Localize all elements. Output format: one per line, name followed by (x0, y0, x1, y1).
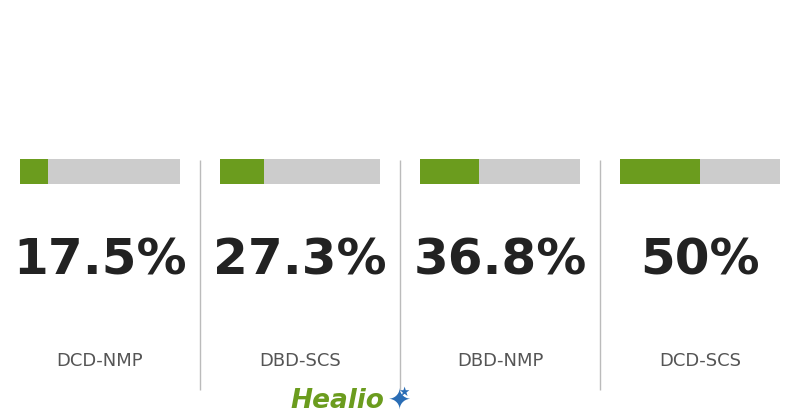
Bar (20, 159, 48, 184)
Text: 50%: 50% (640, 236, 760, 285)
Text: 17.5%: 17.5% (13, 236, 187, 285)
Bar (620, 159, 780, 184)
Bar (220, 159, 264, 184)
Bar (420, 159, 580, 184)
Bar (620, 159, 700, 184)
Text: DCD-SCS: DCD-SCS (659, 352, 741, 370)
Text: 36.8%: 36.8% (414, 236, 586, 285)
Text: DBD-SCS: DBD-SCS (259, 352, 341, 370)
Bar (20, 159, 180, 184)
Bar (220, 159, 380, 184)
Text: 27.3%: 27.3% (213, 236, 387, 285)
Text: Healio: Healio (290, 388, 384, 414)
Text: DBD-NMP: DBD-NMP (457, 352, 543, 370)
Text: ✦: ✦ (388, 387, 411, 415)
Text: graft type and preservation approach:: graft type and preservation approach: (174, 77, 626, 97)
Text: DCD-NMP: DCD-NMP (57, 352, 143, 370)
Bar (420, 159, 479, 184)
Text: ★: ★ (398, 386, 410, 399)
Text: Early allograft dysfunction rates based on: Early allograft dysfunction rates based … (152, 34, 648, 54)
